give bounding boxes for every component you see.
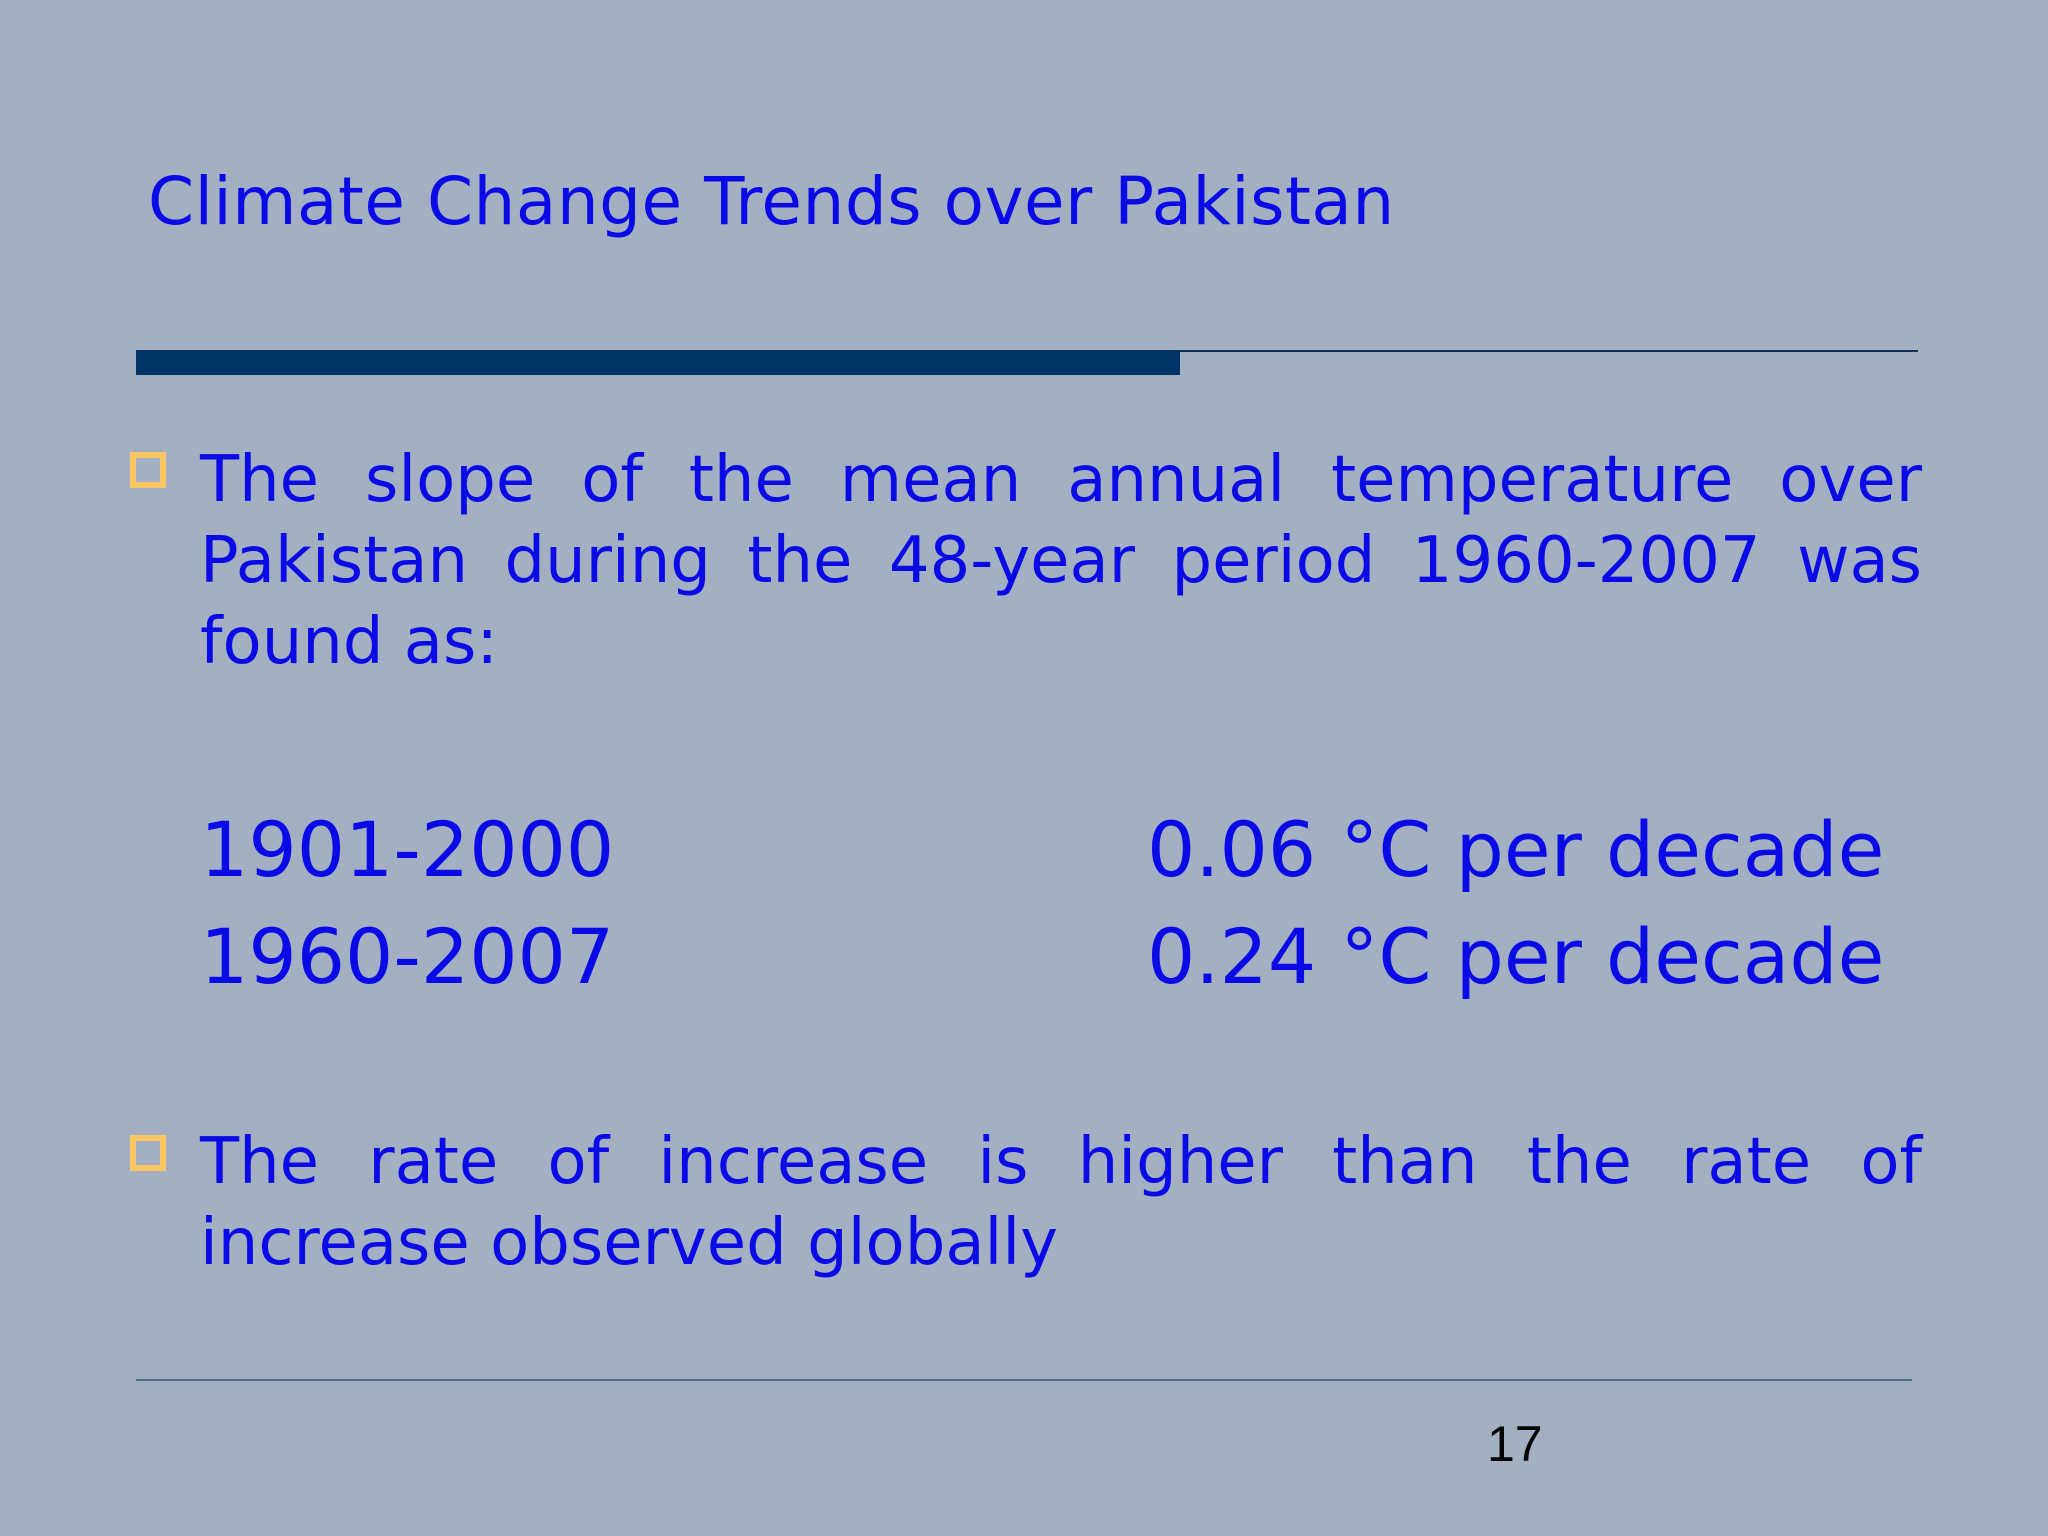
trend-rate: 0.24 °C per decade [1147, 912, 1885, 1001]
hollow-square-bullet-icon [130, 452, 166, 488]
page-number: 17 [1487, 1416, 1543, 1472]
bullet-text-slope: The slope of the mean annual temperature… [200, 443, 1922, 679]
title-divider-thick [136, 350, 1180, 375]
trend-row: 1960-2007 0.24 °C per decade [200, 907, 1920, 1007]
title-divider-thin [1180, 350, 1918, 352]
trend-rate: 0.06 °C per decade [1147, 805, 1885, 894]
trend-period: 1960-2007 [200, 912, 615, 1001]
slide-title: Climate Change Trends over Pakistan [148, 163, 1395, 240]
trend-period: 1901-2000 [200, 805, 615, 894]
trend-row: 1901-2000 0.06 °C per decade [200, 800, 1920, 900]
hollow-square-bullet-icon [130, 1135, 166, 1171]
footer-divider [136, 1379, 1912, 1381]
bullet-text-rate-comparison: The rate of increase is higher than the … [200, 1125, 1922, 1280]
